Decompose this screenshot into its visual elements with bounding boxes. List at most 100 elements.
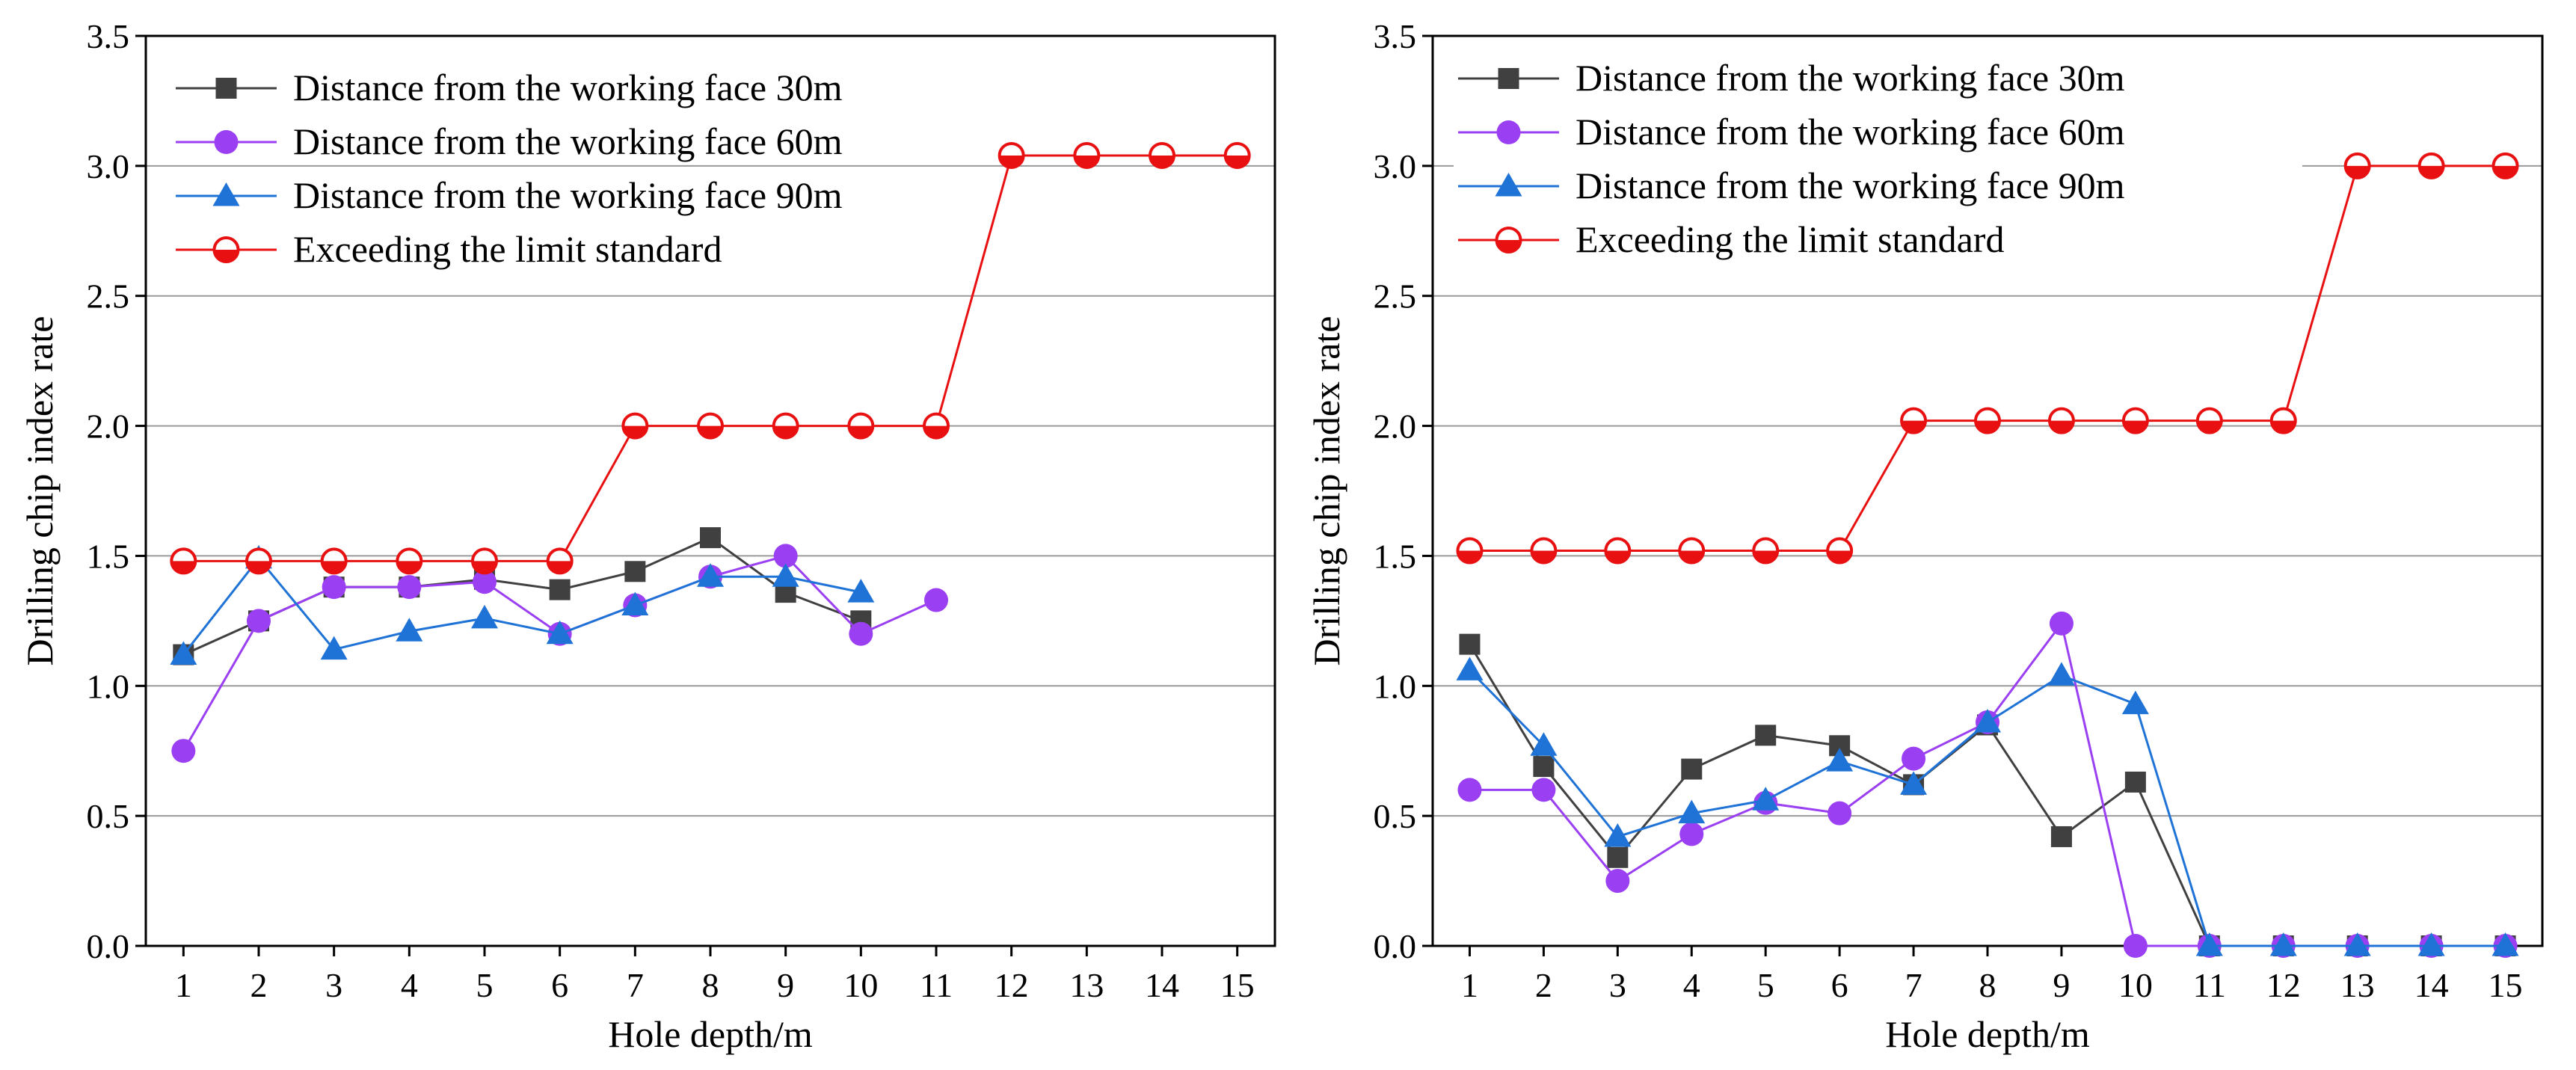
x-tick-label: 1 <box>1461 966 1478 1004</box>
data-point <box>847 412 875 440</box>
legend-item: Distance from the working face 30m <box>171 64 1020 111</box>
data-point <box>700 527 721 549</box>
y-axis-label: Drilling chip index rate <box>1306 316 1347 666</box>
x-tick-label: 9 <box>777 966 794 1004</box>
marker-fill <box>1605 550 1630 563</box>
x-tick-label: 5 <box>476 966 494 1004</box>
x-tick-label: 1 <box>175 966 192 1004</box>
legend-label: Distance from the working face 90m <box>293 174 843 216</box>
legend-background <box>1454 162 2302 209</box>
y-tick-label: 3.5 <box>1374 17 1417 55</box>
legend-item: Exceeding the limit standard <box>1454 216 2302 262</box>
data-point <box>1900 407 1928 434</box>
y-axis-label: Drilling chip index rate <box>19 316 61 666</box>
marker-fill <box>698 425 722 438</box>
x-axis-label: Hole depth/m <box>608 1013 813 1055</box>
data-point <box>1073 141 1101 169</box>
x-tick-label: 12 <box>2266 966 2301 1004</box>
y-tick-label: 3.0 <box>1374 147 1417 185</box>
legend-background <box>171 226 1020 272</box>
x-tick-label: 8 <box>702 966 719 1004</box>
data-point <box>1149 141 1175 169</box>
marker-fill <box>1753 550 1778 563</box>
data-point <box>1678 537 1706 565</box>
marker-fill <box>1150 155 1174 167</box>
y-tick-label: 1.5 <box>1374 537 1417 575</box>
legend-label: Distance from the working face 90m <box>1576 165 2125 206</box>
series-1 <box>1459 633 2516 956</box>
data-point <box>2047 662 2075 686</box>
legend-background <box>171 64 1020 111</box>
x-tick-label: 12 <box>995 966 1029 1004</box>
x-tick-label: 4 <box>1683 966 1700 1004</box>
x-tick-label: 14 <box>2414 966 2449 1004</box>
marker-fill <box>1828 550 1852 563</box>
x-tick-label: 11 <box>2193 966 2226 1004</box>
x-tick-label: 6 <box>1831 966 1848 1004</box>
marker-fill <box>2123 420 2148 433</box>
marker-fill <box>171 561 196 574</box>
marker-fill <box>397 561 422 574</box>
data-point <box>697 563 724 587</box>
x-tick-label: 2 <box>1535 966 1552 1004</box>
x-tick-label: 2 <box>250 966 268 1004</box>
marker-fill <box>1496 240 1521 252</box>
data-point <box>2492 152 2519 179</box>
data-point <box>1902 746 1926 771</box>
marker-fill <box>1976 420 1999 433</box>
data-point <box>2121 690 2149 715</box>
x-tick-label: 10 <box>843 966 878 1004</box>
data-point <box>1457 778 1482 802</box>
y-tick-label: 0.0 <box>1374 927 1417 965</box>
data-point <box>697 412 724 440</box>
marker-fill <box>1225 155 1249 167</box>
data-point <box>2049 611 2074 636</box>
legend-marker <box>1496 120 1521 144</box>
series-4 <box>170 141 1251 575</box>
marker-fill <box>2345 165 2370 178</box>
legend-marker <box>1495 227 1522 253</box>
marker-fill <box>1075 155 1099 167</box>
data-point <box>1681 758 1703 780</box>
data-point <box>849 621 873 646</box>
marker-fill <box>924 425 948 438</box>
x-tick-label: 4 <box>401 966 418 1004</box>
marker-fill <box>247 561 271 574</box>
data-point <box>396 618 423 642</box>
y-tick-label: 1.0 <box>1374 667 1417 705</box>
x-tick-label: 11 <box>920 966 953 1004</box>
data-point <box>2123 934 2148 958</box>
legend-background <box>171 172 1020 218</box>
legend-item: Exceeding the limit standard <box>171 226 1020 272</box>
legend-item: Distance from the working face 60m <box>1454 108 2302 155</box>
marker-fill <box>214 250 239 262</box>
legend-marker <box>1495 173 1522 197</box>
data-point <box>772 563 799 587</box>
y-tick-label: 1.5 <box>87 537 130 575</box>
y-tick-label: 3.0 <box>87 147 130 185</box>
x-axis-label: Hole depth/m <box>1885 1013 2090 1055</box>
left-chart-panel: 0.00.51.01.52.02.53.03.51 2 3 4 5 6 7 8 9 10 11 12 1… <box>19 17 1276 1055</box>
x-tick-label: 15 <box>2489 966 2523 1004</box>
data-point <box>1604 537 1632 565</box>
data-point <box>1826 537 1854 565</box>
legend-label: Distance from the working face 30m <box>293 67 843 108</box>
right-chart-panel: 0.00.51.01.52.02.53.03.51 2 3 4 5 6 7 8 9 10 11 12 1… <box>1306 17 2544 1055</box>
y-tick-label: 0.5 <box>87 797 130 835</box>
marker-fill <box>2197 420 2222 433</box>
x-tick-label: 7 <box>1905 966 1922 1004</box>
data-point <box>1752 787 1780 811</box>
legend-label: Distance from the working face 60m <box>293 120 843 162</box>
data-point <box>1752 537 1780 565</box>
legend-label: Exceeding the limit standard <box>1576 218 2004 260</box>
data-point <box>1456 657 1484 680</box>
legend-marker <box>212 236 240 263</box>
legend-label: Exceeding the limit standard <box>293 228 722 270</box>
data-point <box>245 547 272 575</box>
series-line <box>1469 643 2506 947</box>
data-point <box>1755 725 1777 746</box>
data-point <box>1828 801 1852 825</box>
data-point <box>1679 822 1704 846</box>
x-tick-label: 9 <box>2053 966 2070 1004</box>
data-point <box>320 547 348 575</box>
